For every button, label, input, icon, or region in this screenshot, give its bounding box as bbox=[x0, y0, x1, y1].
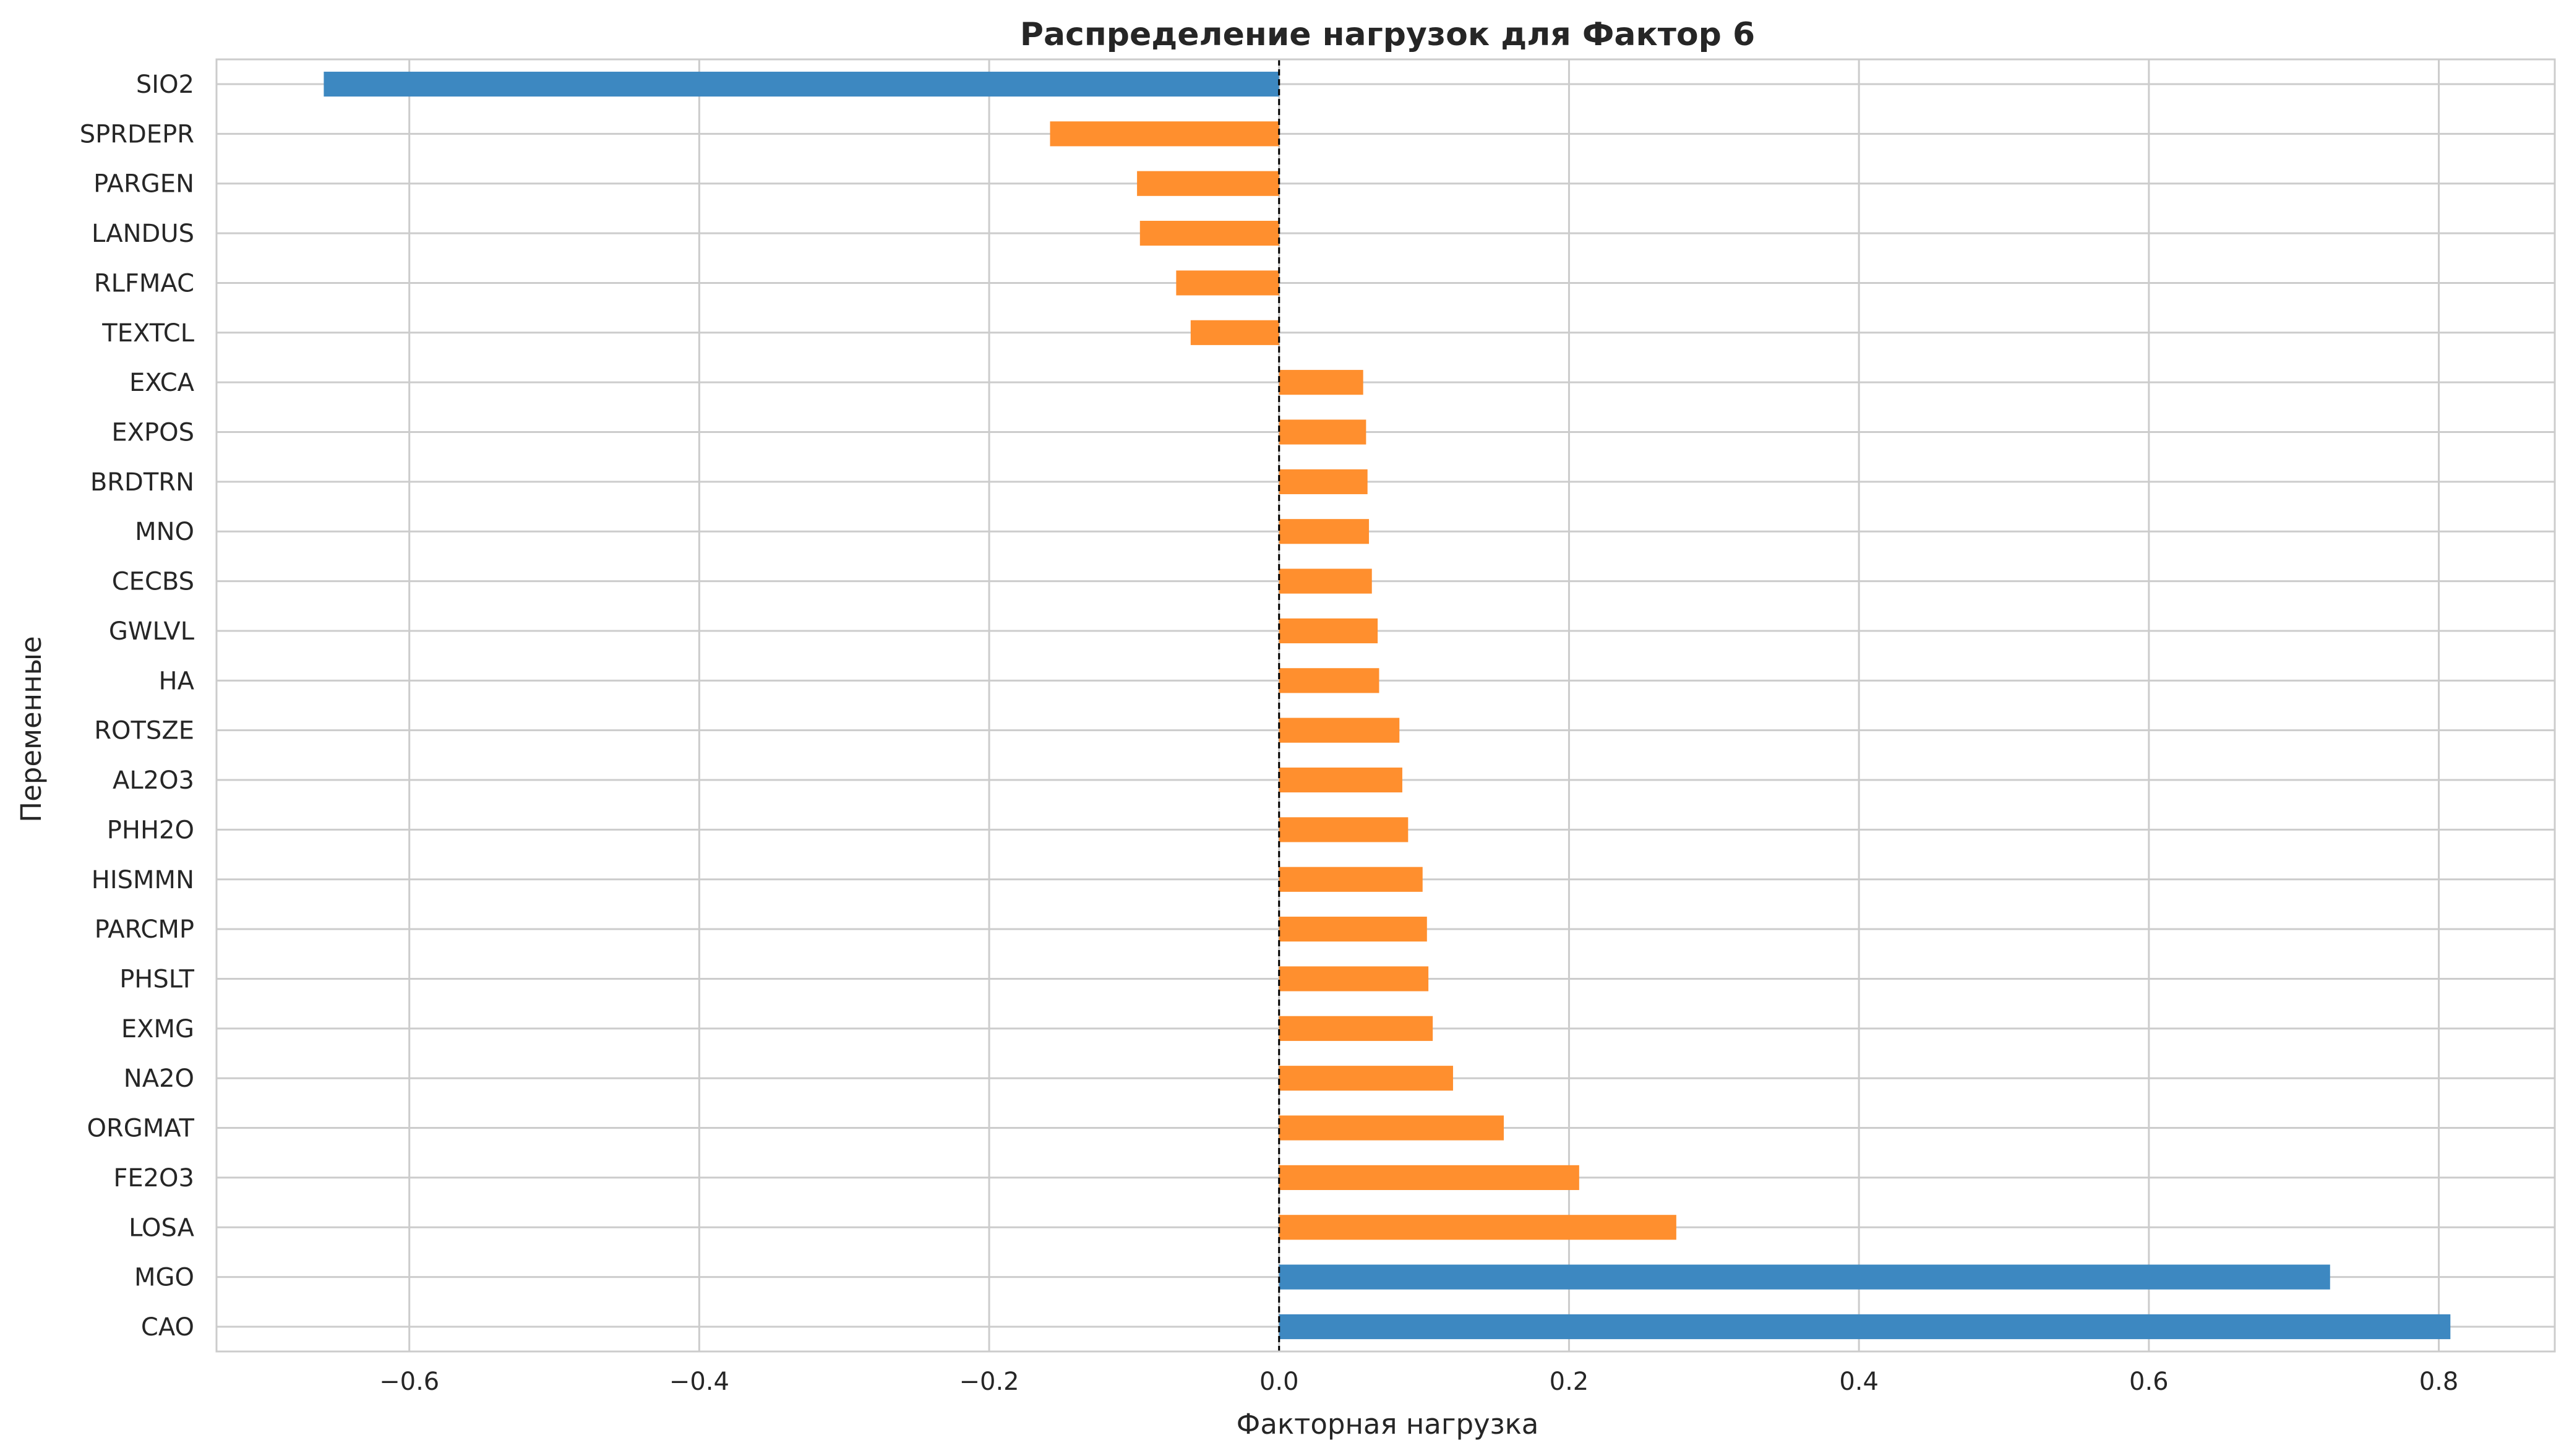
y-tick-label: EXPOS bbox=[111, 419, 194, 447]
x-tick-label: −0.6 bbox=[379, 1368, 439, 1396]
y-tick-label: SIO2 bbox=[136, 71, 194, 99]
x-axis-label: Факторная нагрузка bbox=[1237, 1408, 1539, 1441]
bar-fe2o3 bbox=[1279, 1165, 1579, 1191]
y-tick-label: MGO bbox=[134, 1264, 194, 1292]
y-tick-label: GWLVL bbox=[109, 617, 195, 646]
bar-phslt bbox=[1279, 966, 1429, 991]
y-tick-label: NA2O bbox=[124, 1064, 194, 1093]
y-tick-label: FE2O3 bbox=[113, 1164, 194, 1193]
bar-rlfmac bbox=[1176, 270, 1279, 296]
bar-cao bbox=[1279, 1314, 2451, 1340]
bar-losa bbox=[1279, 1215, 1676, 1240]
bar-sprdepr bbox=[1050, 121, 1279, 147]
bar-phh2o bbox=[1279, 817, 1409, 842]
y-tick-label: HA bbox=[159, 667, 195, 695]
y-tick-label: ROTSZE bbox=[94, 717, 194, 745]
y-tick-labels: SIO2 SPRDEPR PARGEN LANDUS RLFMAC TEXTCL EXCA E… bbox=[80, 71, 195, 1342]
y-tick-label: HISMMN bbox=[92, 866, 194, 894]
bar-orgmat bbox=[1279, 1115, 1504, 1141]
chart-title: Распределение нагрузок для Фактор 6 bbox=[1020, 16, 1755, 53]
y-tick-label: CAO bbox=[141, 1313, 194, 1342]
grid-lines bbox=[217, 59, 2555, 1351]
bars bbox=[324, 71, 2451, 1340]
y-tick-label: LANDUS bbox=[92, 220, 194, 248]
bar-exca bbox=[1279, 370, 1363, 395]
y-tick-label: EXMG bbox=[121, 1015, 194, 1043]
y-tick-label: TEXTCL bbox=[101, 319, 194, 348]
bar-al2o3 bbox=[1279, 767, 1402, 793]
x-tick-label: 0.4 bbox=[1839, 1368, 1879, 1396]
bar-pargen bbox=[1137, 171, 1279, 196]
bar-expos bbox=[1279, 419, 1366, 445]
bar-gwlvl bbox=[1279, 618, 1378, 644]
bar-landus bbox=[1139, 220, 1279, 246]
y-tick-label: PARGEN bbox=[93, 170, 194, 199]
x-tick-label: 0.6 bbox=[2129, 1368, 2169, 1396]
bar-mgo bbox=[1279, 1264, 2330, 1290]
y-tick-label: LOSA bbox=[129, 1214, 194, 1242]
x-tick-labels: −0.6 −0.4 −0.2 0.0 0.2 0.4 0.6 0.8 bbox=[379, 1368, 2458, 1396]
bar-parcmp bbox=[1279, 917, 1427, 942]
y-tick-label: PHSLT bbox=[119, 965, 194, 993]
bar-sio2 bbox=[324, 71, 1279, 97]
bar-na2o bbox=[1279, 1066, 1453, 1091]
plot-frame bbox=[215, 58, 2556, 1353]
bar-mno bbox=[1279, 519, 1370, 544]
y-tick-label: SPRDEPR bbox=[80, 120, 194, 148]
y-tick-label: AL2O3 bbox=[113, 766, 194, 795]
x-tick-label: 0.0 bbox=[1259, 1368, 1299, 1396]
bar-cecbs bbox=[1279, 568, 1372, 594]
y-tick-label: MNO bbox=[135, 518, 194, 546]
x-tick-label: 0.8 bbox=[2419, 1368, 2459, 1396]
y-axis-label: Переменные bbox=[15, 636, 48, 822]
y-tick-label: RLFMAC bbox=[94, 269, 194, 298]
bar-brdtrn bbox=[1279, 469, 1368, 494]
bar-hismmn bbox=[1279, 867, 1423, 892]
y-tick-label: PARCMP bbox=[95, 915, 194, 944]
y-tick-label: PHH2O bbox=[107, 816, 194, 844]
y-tick-label: EXCA bbox=[129, 369, 195, 397]
y-tick-label: BRDTRN bbox=[90, 468, 194, 497]
y-tick-label: ORGMAT bbox=[87, 1115, 195, 1143]
y-tick-label: CECBS bbox=[112, 568, 194, 596]
x-tick-label: 0.2 bbox=[1550, 1368, 1589, 1396]
bar-rotsze bbox=[1279, 717, 1400, 743]
bar-ha bbox=[1279, 668, 1379, 693]
bar-textcl bbox=[1190, 320, 1279, 345]
bar-exmg bbox=[1279, 1016, 1433, 1041]
x-tick-label: −0.4 bbox=[669, 1368, 729, 1396]
x-tick-label: −0.2 bbox=[959, 1368, 1019, 1396]
